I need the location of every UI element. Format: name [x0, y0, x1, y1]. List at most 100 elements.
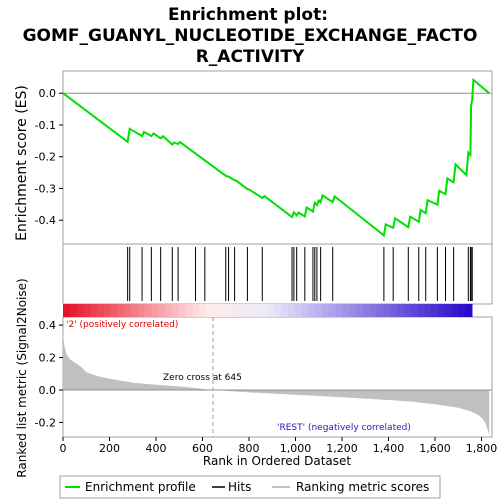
- metric-y-tick-label: 0.0: [39, 384, 57, 397]
- colorbar-segment: [308, 304, 316, 317]
- colorbar-segment: [144, 304, 153, 317]
- colorbar-segment: [165, 304, 173, 317]
- legend-box: [59, 475, 441, 499]
- legend-metric-label: Ranking metric scores: [296, 480, 429, 494]
- colorbar-segment: [390, 304, 398, 317]
- colorbar-segment: [383, 304, 391, 317]
- es-y-tick-label: 0.0: [39, 87, 57, 100]
- colorbar-segment: [226, 304, 234, 317]
- colorbar-segment: [281, 304, 289, 317]
- colorbar-segment: [403, 304, 412, 317]
- x-tick-label: 200: [99, 442, 120, 455]
- es-y-tick-label: -0.2: [35, 151, 56, 164]
- colorbar-segment: [110, 304, 119, 317]
- colorbar-segment: [437, 304, 446, 317]
- metric-y-tick-label: 0.2: [39, 352, 57, 365]
- es-y-tick-label: -0.3: [35, 182, 56, 195]
- x-tick-label: 600: [192, 442, 213, 455]
- legend-hits-label: Hits: [228, 480, 251, 494]
- colorbar-segment: [185, 304, 194, 317]
- neg-correlated-label: 'REST' (negatively correlated): [277, 423, 411, 433]
- colorbar-segment: [376, 304, 384, 317]
- hits-group: [127, 247, 473, 301]
- colorbar-segment: [90, 304, 98, 317]
- es-y-axis-label: Enrichment score (ES): [14, 85, 30, 241]
- colorbar-segment: [328, 304, 337, 317]
- ranking-metric-area: [63, 333, 490, 435]
- colorbar-segment: [240, 304, 248, 317]
- colorbar-segment: [342, 304, 350, 317]
- colorbar-segment: [287, 304, 296, 317]
- colorbar-segment: [158, 304, 166, 317]
- colorbar-segment: [424, 304, 432, 317]
- colorbar-segment: [172, 304, 180, 317]
- metric-y-axis-label: Ranked list metric (Signal2Noise): [15, 278, 29, 477]
- colorbar-segment: [431, 304, 439, 317]
- colorbar-segment: [69, 304, 78, 317]
- metric-y-tick-label: -0.2: [35, 416, 56, 429]
- colorbar-segment: [131, 304, 139, 317]
- colorbar-segment: [83, 304, 91, 317]
- colorbar-segment: [137, 304, 146, 317]
- colorbar-segment: [322, 304, 330, 317]
- colorbar-segment: [97, 304, 105, 317]
- zero-cross-label: Zero cross at 645: [163, 373, 242, 383]
- metric-panel-frame: [62, 316, 493, 438]
- chart-title-line3: R_ACTIVITY: [196, 47, 305, 67]
- colorbar-segment: [247, 304, 255, 317]
- rank-colorbar: [63, 304, 473, 317]
- metric-y-axis: 0.4 0.2 0.0 -0.2: [35, 319, 63, 429]
- x-tick-label: 800: [239, 442, 260, 455]
- x-tick-label: 1,800: [466, 442, 498, 455]
- metric-area-group: [63, 333, 492, 435]
- colorbar-segment: [410, 304, 418, 317]
- x-axis-label: Rank in Ordered Dataset: [203, 454, 351, 468]
- colorbar-segment: [192, 304, 200, 317]
- es-curve-group: [62, 77, 490, 238]
- colorbar-segment: [465, 304, 473, 317]
- colorbar-segment: [103, 304, 112, 317]
- pos-correlated-label: '2' (positively correlated): [66, 320, 178, 330]
- enrichment-profile-line: [62, 77, 490, 238]
- metric-x-axis: 0 200 400 600 800 1,000 1,200 1,400 1,600 1,800: [60, 437, 498, 455]
- colorbar-segment: [274, 304, 282, 317]
- x-tick-label: 1,000: [280, 442, 312, 455]
- es-y-axis: 0.0 -0.1 -0.2 -0.3 -0.4: [35, 87, 63, 227]
- colorbar-segment: [362, 304, 371, 317]
- x-tick-label: 0: [60, 442, 67, 455]
- colorbar-segment: [397, 304, 405, 317]
- colorbar-segment: [76, 304, 84, 317]
- colorbar-segment: [260, 304, 268, 317]
- colorbar-segment: [369, 304, 378, 317]
- colorbar-segment: [63, 304, 71, 317]
- colorbar-segment: [151, 304, 159, 317]
- colorbar-segment: [451, 304, 459, 317]
- colorbar-segment: [178, 304, 187, 317]
- colorbar-segment: [124, 304, 132, 317]
- colorbar-segment: [219, 304, 228, 317]
- colorbar-segment: [444, 304, 453, 317]
- chart-title-line1: Enrichment plot:: [168, 5, 328, 25]
- es-y-tick-label: -0.4: [35, 214, 56, 227]
- es-panel-frame: [62, 70, 493, 245]
- metric-y-tick-label: 0.4: [39, 319, 57, 332]
- colorbar-segment: [458, 304, 466, 317]
- x-tick-label: 400: [146, 442, 167, 455]
- colorbar-segment: [206, 304, 214, 317]
- chart-title-line2: GOMF_GUANYL_NUCLEOTIDE_EXCHANGE_FACTO: [23, 26, 478, 46]
- colorbar-segment: [267, 304, 275, 317]
- x-tick-label: 1,400: [373, 442, 405, 455]
- x-tick-label: 1,200: [326, 442, 358, 455]
- colorbar-segment: [253, 304, 262, 317]
- colorbar-segment: [212, 304, 221, 317]
- x-tick-label: 1,600: [419, 442, 451, 455]
- colorbar-segment: [356, 304, 364, 317]
- colorbar-segment: [349, 304, 357, 317]
- colorbar-segment: [233, 304, 241, 317]
- colorbar-segment: [301, 304, 309, 317]
- colorbar-segment: [199, 304, 207, 317]
- legend-enrichment-label: Enrichment profile: [85, 480, 196, 494]
- colorbar-segment: [417, 304, 425, 317]
- colorbar-segment: [117, 304, 125, 317]
